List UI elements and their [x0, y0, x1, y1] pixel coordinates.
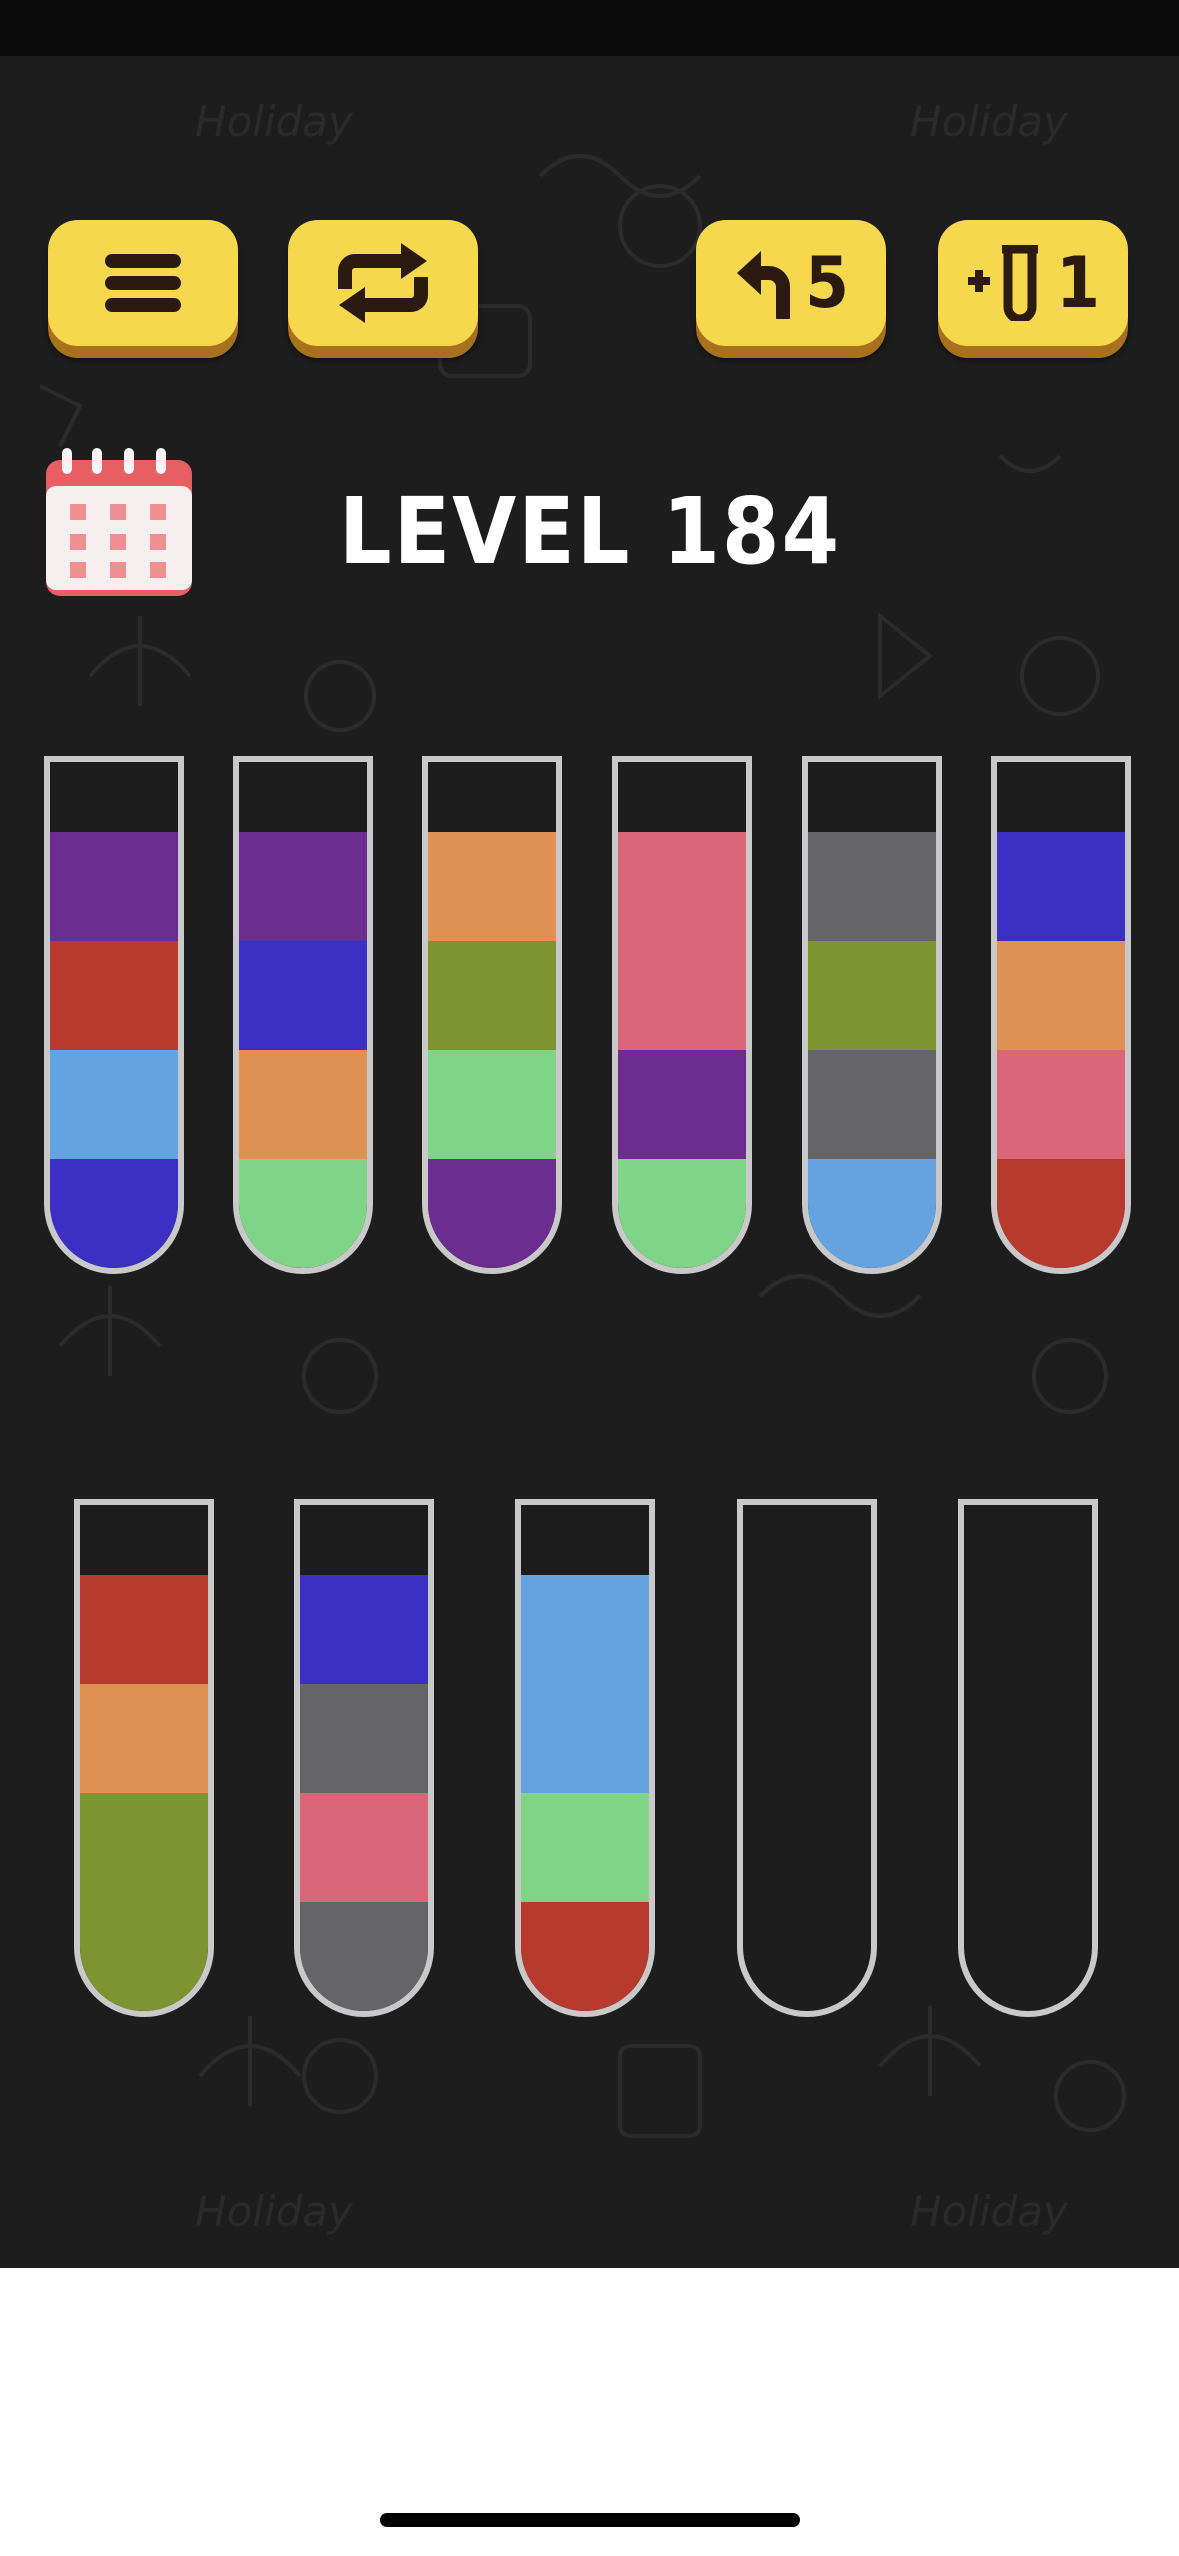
tube-10[interactable]: [737, 1499, 877, 2017]
tube-6[interactable]: [991, 756, 1131, 1274]
home-indicator[interactable]: [380, 2513, 800, 2527]
liquid-layer-light-green: [618, 1159, 746, 1268]
liquid-layer-light-blue: [521, 1684, 649, 1793]
status-bar: [0, 0, 1179, 56]
svg-text:Holiday: Holiday: [195, 97, 354, 146]
liquid-layer-pink: [997, 1050, 1125, 1159]
liquid-layer-orange: [997, 941, 1125, 1050]
liquid-layer-olive: [808, 941, 936, 1050]
liquid-layer-gray: [808, 1050, 936, 1159]
liquid-layer-olive: [428, 941, 556, 1050]
restart-arrows-icon: [338, 243, 428, 323]
svg-text:Holiday: Holiday: [910, 97, 1069, 146]
add-tube-icon: [968, 245, 1039, 321]
liquid-layer-light-green: [521, 1793, 649, 1902]
liquid-layer-blue: [50, 1159, 178, 1268]
liquid-layer-blue: [997, 832, 1125, 941]
liquid-layer-blue: [300, 1575, 428, 1684]
liquid-layer-pink: [300, 1793, 428, 1902]
liquid-layer-light-green: [239, 1159, 367, 1268]
liquid-layer-purple: [618, 1050, 746, 1159]
background-doodle-pattern: Holiday Holiday Holiday Holiday: [39, 97, 1126, 2236]
svg-text:Holiday: Holiday: [910, 2187, 1069, 2236]
liquid-layer-light-blue: [808, 1159, 936, 1268]
tube-2[interactable]: [233, 756, 373, 1274]
menu-button[interactable]: [48, 220, 238, 346]
liquid-layer-blue: [239, 941, 367, 1050]
tube-1[interactable]: [44, 756, 184, 1274]
tube-3[interactable]: [422, 756, 562, 1274]
liquid-layer-light-blue: [521, 1575, 649, 1684]
liquid-layer-light-blue: [50, 1050, 178, 1159]
liquid-layer-red: [997, 1159, 1125, 1268]
undo-button[interactable]: 5: [696, 220, 886, 346]
liquid-layer-olive: [80, 1793, 208, 1902]
liquid-layer-pink: [618, 832, 746, 941]
liquid-layer-gray: [300, 1684, 428, 1793]
game-area: Holiday Holiday Holiday Holiday 5: [0, 56, 1179, 2268]
liquid-layer-pink: [618, 941, 746, 1050]
tube-9[interactable]: [515, 1499, 655, 2017]
liquid-layer-purple: [428, 1159, 556, 1268]
restart-button[interactable]: [288, 220, 478, 346]
undo-count: 5: [805, 242, 849, 324]
liquid-layer-purple: [239, 832, 367, 941]
level-title: LEVEL 184: [338, 478, 842, 585]
liquid-layer-olive: [80, 1902, 208, 2011]
liquid-layer-orange: [80, 1684, 208, 1793]
liquid-layer-gray: [808, 832, 936, 941]
tube-7[interactable]: [74, 1499, 214, 2017]
hamburger-menu-icon: [105, 254, 181, 312]
liquid-layer-orange: [239, 1050, 367, 1159]
extra-tube-count: 1: [1056, 242, 1100, 324]
liquid-layer-red: [80, 1575, 208, 1684]
liquid-layer-red: [521, 1902, 649, 2011]
liquid-layer-red: [50, 941, 178, 1050]
extra-tube-button[interactable]: 1: [938, 220, 1128, 346]
tube-8[interactable]: [294, 1499, 434, 2017]
liquid-layer-light-green: [428, 1050, 556, 1159]
svg-text:Holiday: Holiday: [195, 2187, 354, 2236]
liquid-layer-purple: [50, 832, 178, 941]
tube-5[interactable]: [802, 756, 942, 1274]
tube-4[interactable]: [612, 756, 752, 1274]
liquid-layer-gray: [300, 1902, 428, 2011]
undo-arrow-icon: [737, 251, 791, 319]
calendar-icon: [46, 448, 192, 596]
tube-11[interactable]: [958, 1499, 1098, 2017]
daily-challenge-button[interactable]: [46, 448, 192, 596]
liquid-layer-orange: [428, 832, 556, 941]
